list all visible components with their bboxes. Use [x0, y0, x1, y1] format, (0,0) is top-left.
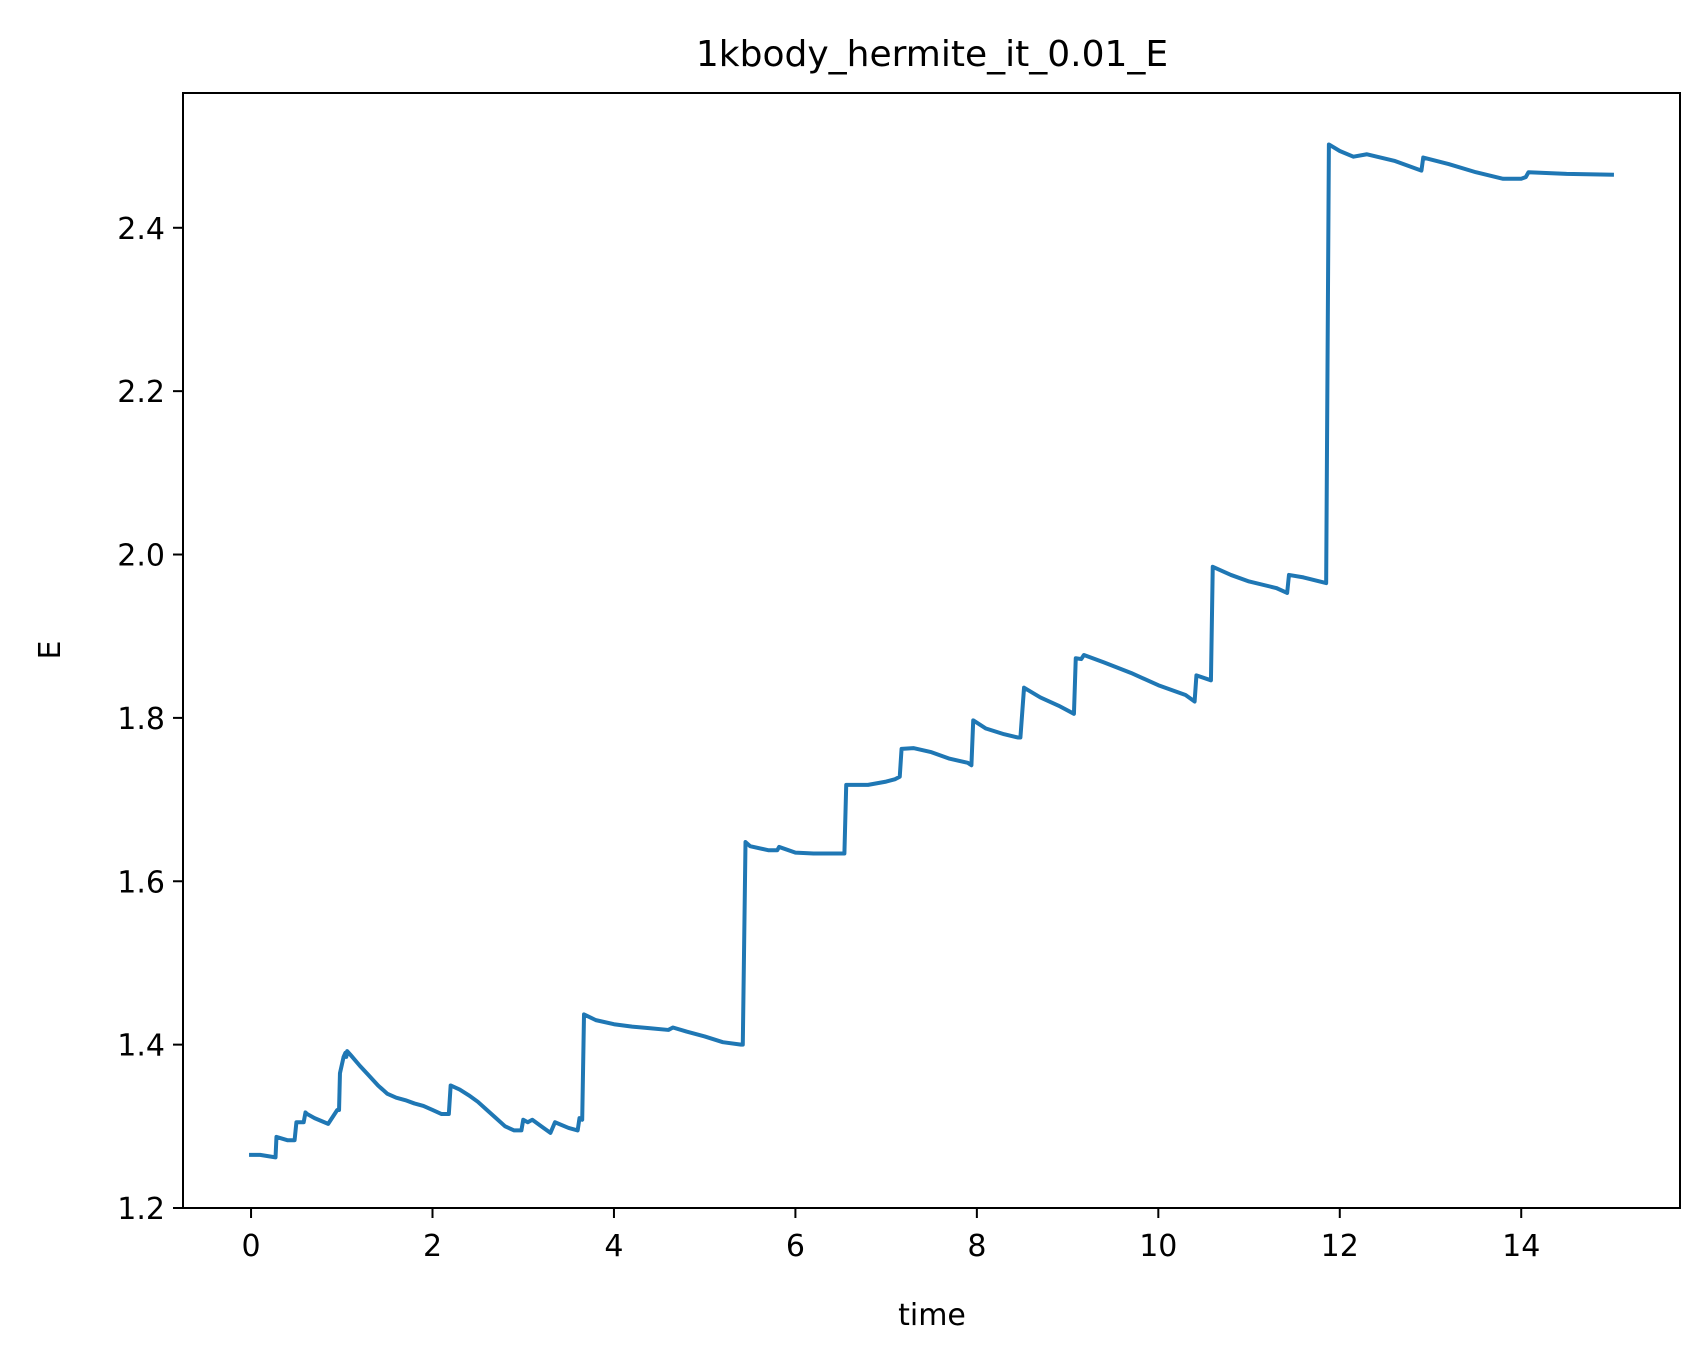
y-tick-label: 1.6	[117, 865, 165, 900]
chart-title: 1kbody_hermite_it_0.01_E	[696, 34, 1168, 75]
x-tick-label: 14	[1502, 1229, 1540, 1264]
series-line-0	[249, 142, 1614, 1160]
y-tick-label: 2.2	[117, 375, 165, 410]
x-tick-label: 8	[967, 1229, 986, 1264]
y-axis-label: E	[33, 641, 68, 660]
x-tick-label: 12	[1321, 1229, 1359, 1264]
plot-frame	[182, 92, 1681, 1209]
y-axis-ticks: 1.2 1.4 1.6 1.8 2.0 2.2 2.4	[117, 212, 183, 1227]
x-tick-label: 0	[241, 1229, 260, 1264]
y-tick-label: 1.4	[117, 1029, 165, 1064]
y-tick-label: 1.2	[117, 1192, 165, 1227]
x-tick-label: 4	[604, 1229, 623, 1264]
x-axis-label: time	[898, 1298, 966, 1333]
y-tick-label: 2.4	[117, 212, 165, 247]
x-tick-label: 2	[423, 1229, 442, 1264]
y-tick-label: 1.8	[117, 702, 165, 737]
x-tick-label: 10	[1139, 1229, 1177, 1264]
y-tick-label: 2.0	[117, 539, 165, 574]
x-tick-label: 6	[786, 1229, 805, 1264]
x-axis-ticks: 0 2 4 6 8 10 12 14	[241, 1208, 1540, 1264]
